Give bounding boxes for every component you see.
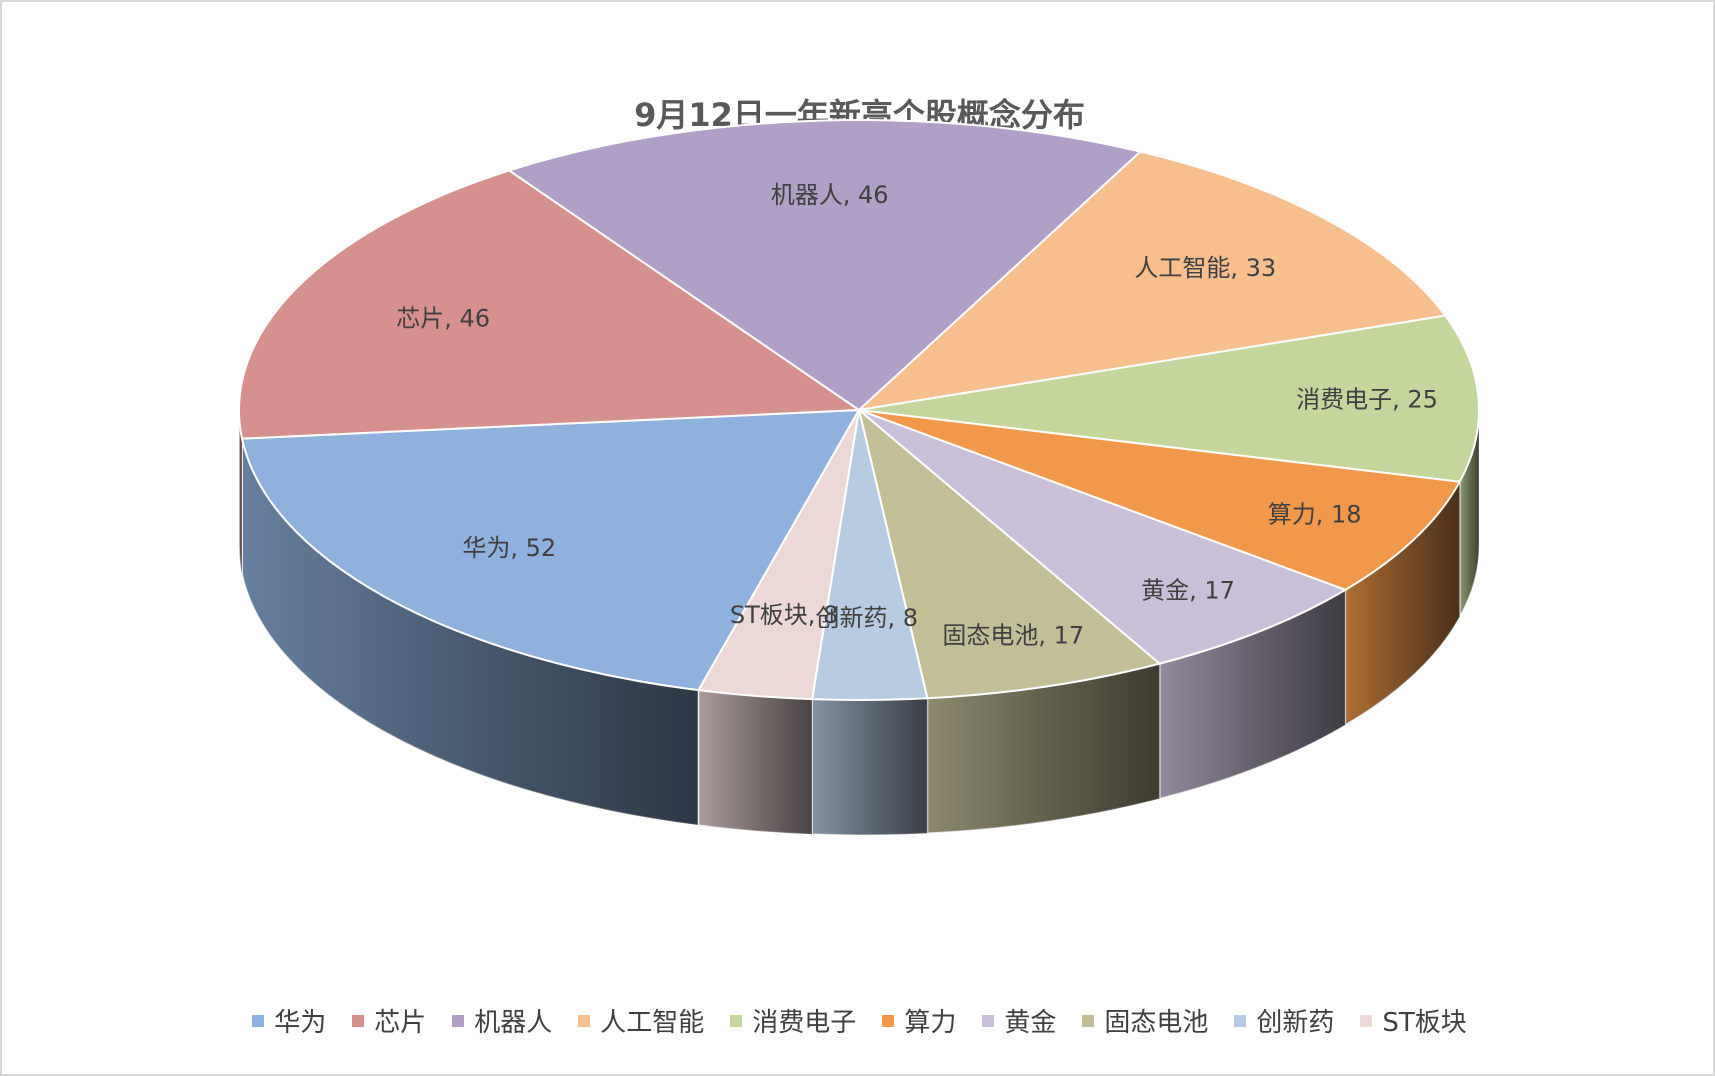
legend-swatch <box>1234 1014 1247 1027</box>
legend-label: 创新药 <box>1256 1008 1335 1038</box>
legend-swatch <box>452 1014 465 1027</box>
pie-side-shade-9 <box>698 690 813 835</box>
legend-item: 固态电池 <box>1082 1002 1208 1039</box>
pie-slice-7 <box>857 407 1162 700</box>
pie-slice-0 <box>240 408 861 692</box>
pie-slice-4 <box>858 314 1480 483</box>
legend-item: 创新药 <box>1234 1002 1334 1039</box>
data-label-7: 固态电池, 17 <box>942 622 1084 650</box>
pie-slice-5 <box>858 409 1462 591</box>
data-label-8: 创新药, 8 <box>816 604 919 632</box>
pie-side-shade-7 <box>927 663 1160 834</box>
pie-side-shade-1 <box>239 410 243 574</box>
data-label-9: ST板块, 8 <box>730 601 838 629</box>
pie-side-shade-8 <box>812 698 928 835</box>
legend-item: 机器人 <box>452 1002 552 1039</box>
legend-swatch <box>1082 1014 1095 1027</box>
legend-item: ST板块 <box>1360 1002 1467 1039</box>
legend-label: 机器人 <box>474 1008 553 1038</box>
pie-side-shade-5 <box>1345 481 1460 725</box>
legend-swatch <box>730 1014 743 1027</box>
legend-swatch <box>578 1014 591 1027</box>
data-label-3: 人工智能, 33 <box>1134 254 1276 282</box>
legend-label: 黄金 <box>1004 1008 1057 1038</box>
legend-item: 芯片 <box>352 1002 426 1039</box>
legend-label: 人工智能 <box>600 1008 705 1038</box>
legend-item: 消费电子 <box>730 1002 856 1039</box>
legend-label: 消费电子 <box>752 1008 857 1038</box>
legend-label: ST板块 <box>1382 1008 1467 1038</box>
legend-label: 华为 <box>274 1008 327 1038</box>
legend-label: 算力 <box>904 1008 957 1038</box>
legend-swatch <box>252 1014 265 1027</box>
pie-slice-1 <box>238 169 863 440</box>
pie-slice-6 <box>858 409 1348 665</box>
pie-side-shade-0 <box>242 438 699 826</box>
legend-item: 算力 <box>882 1002 956 1039</box>
data-label-1: 芯片, 46 <box>396 304 490 332</box>
legend-label: 固态电池 <box>1104 1008 1209 1038</box>
legend-item: 人工智能 <box>578 1002 704 1039</box>
data-label-4: 消费电子, 25 <box>1296 385 1438 413</box>
pie-side-shade-6 <box>1159 589 1346 799</box>
data-label-5: 算力, 18 <box>1268 500 1362 528</box>
legend-item: 黄金 <box>982 1002 1056 1039</box>
pie-side-shade-4 <box>1459 410 1479 617</box>
pie-slice-9 <box>696 409 860 701</box>
data-label-6: 黄金, 17 <box>1141 576 1235 604</box>
legend-swatch <box>352 1014 365 1027</box>
legend: 华为 芯片 机器人 人工智能 消费电子 算力 黄金 固态电池 创新药 ST板块 <box>2 1002 1713 1039</box>
legend-swatch <box>882 1014 895 1027</box>
data-label-0: 华为, 52 <box>462 534 556 562</box>
legend-swatch <box>982 1014 995 1027</box>
pie-slice-3 <box>855 150 1447 412</box>
data-label-2: 机器人, 46 <box>771 181 889 209</box>
legend-swatch <box>1360 1014 1373 1027</box>
legend-item: 华为 <box>252 1002 326 1039</box>
legend-label: 芯片 <box>374 1008 427 1038</box>
pie-slice-2 <box>507 119 1143 412</box>
